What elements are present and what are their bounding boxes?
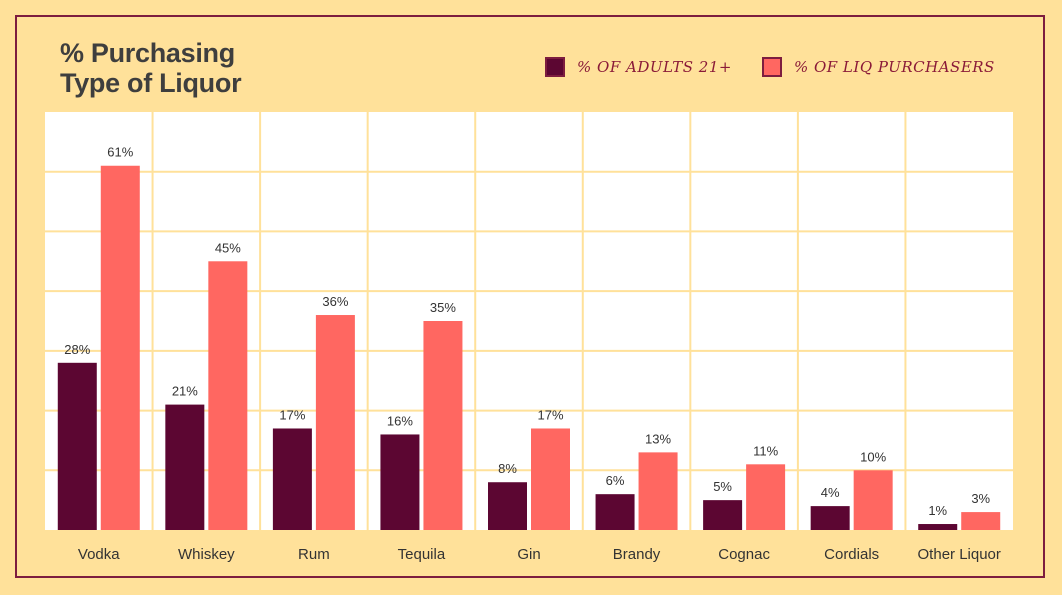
- chart-legend: % OF ADULTS 21+ % OF LIQ PURCHASERS: [545, 54, 1025, 80]
- data-label-purchasers: 13%: [645, 431, 671, 446]
- data-label-adults: 21%: [172, 384, 198, 399]
- category-label: Brandy: [613, 546, 661, 563]
- bar-adults: [595, 494, 635, 530]
- data-label-purchasers: 10%: [860, 449, 886, 464]
- category-label: Cognac: [718, 546, 770, 563]
- legend-item-purchasers: % OF LIQ PURCHASERS: [761, 57, 995, 77]
- bar-adults: [488, 482, 527, 530]
- bar-adults: [918, 524, 958, 530]
- legend-item-adults: % OF ADULTS 21+: [545, 57, 732, 77]
- data-label-adults: 17%: [279, 407, 305, 422]
- data-label-purchasers: 17%: [537, 407, 563, 422]
- category-label: Gin: [517, 546, 540, 563]
- data-label-adults: 16%: [387, 413, 413, 428]
- legend-swatch-adults: [545, 57, 565, 77]
- bar-purchasers: [746, 464, 786, 530]
- bar-adults: [165, 404, 205, 530]
- bar-purchasers: [100, 165, 140, 530]
- category-label: Rum: [298, 546, 330, 563]
- bar-purchasers: [638, 452, 678, 530]
- legend-label-purchasers: % OF LIQ PURCHASERS: [793, 58, 995, 76]
- data-label-purchasers: 35%: [430, 300, 456, 315]
- category-label: Other Liquor: [918, 546, 1001, 563]
- data-label-adults: 8%: [498, 461, 517, 476]
- bar-purchasers: [853, 470, 893, 530]
- bar-purchasers: [531, 428, 570, 530]
- bar-purchasers: [961, 512, 1001, 530]
- data-label-adults: 6%: [606, 473, 625, 488]
- legend-label-adults: % OF ADULTS 21+: [577, 58, 732, 76]
- bar-adults: [272, 428, 312, 530]
- category-label: Whiskey: [178, 546, 235, 563]
- chart-frame: [15, 15, 1045, 578]
- bar-adults: [810, 506, 850, 530]
- bar-purchasers: [208, 261, 248, 530]
- bar-adults: [57, 362, 97, 530]
- data-label-purchasers: 45%: [215, 240, 241, 255]
- data-label-purchasers: 11%: [753, 443, 778, 458]
- data-label-purchasers: 3%: [971, 491, 990, 506]
- data-label-adults: 4%: [821, 485, 840, 500]
- legend-swatch-purchasers: [761, 57, 782, 77]
- category-label: Tequila: [398, 546, 446, 563]
- bar-adults: [380, 434, 420, 530]
- plot-area: [45, 112, 1013, 530]
- data-label-adults: 1%: [928, 503, 947, 518]
- chart-title: % Purchasing Type of Liquor: [60, 38, 242, 98]
- category-label: Vodka: [78, 546, 120, 563]
- data-label-adults: 28%: [64, 342, 90, 357]
- data-label-purchasers: 61%: [107, 145, 133, 160]
- bar-purchasers: [423, 321, 463, 530]
- bar-adults: [703, 500, 743, 530]
- category-label: Cordials: [824, 546, 879, 563]
- data-label-purchasers: 36%: [322, 294, 348, 309]
- bar-purchasers: [315, 315, 355, 530]
- data-label-adults: 5%: [713, 479, 732, 494]
